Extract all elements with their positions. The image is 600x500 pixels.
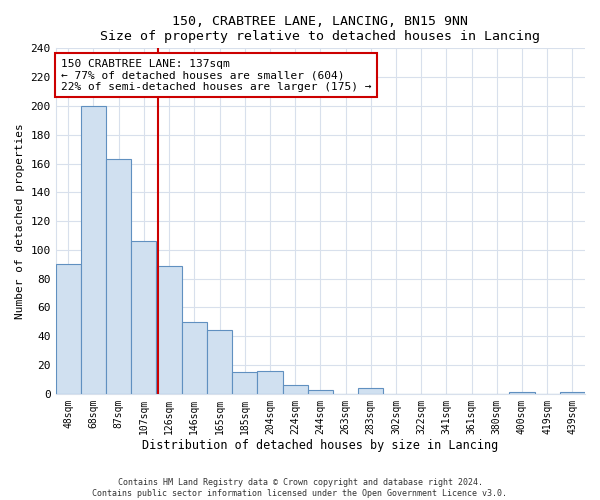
Bar [81, 106, 106, 394]
Text: 150 CRABTREE LANE: 137sqm
← 77% of detached houses are smaller (604)
22% of semi: 150 CRABTREE LANE: 137sqm ← 77% of detac… [61, 58, 371, 92]
X-axis label: Distribution of detached houses by size in Lancing: Distribution of detached houses by size … [142, 440, 499, 452]
Bar [106, 159, 131, 394]
Bar [207, 330, 232, 394]
Bar [358, 388, 383, 394]
Bar [182, 322, 207, 394]
Y-axis label: Number of detached properties: Number of detached properties [15, 123, 25, 319]
Bar [560, 392, 585, 394]
Bar [131, 241, 157, 394]
Bar [257, 371, 283, 394]
Title: 150, CRABTREE LANE, LANCING, BN15 9NN
Size of property relative to detached hous: 150, CRABTREE LANE, LANCING, BN15 9NN Si… [100, 15, 541, 43]
Bar [509, 392, 535, 394]
Bar [232, 372, 257, 394]
Bar [157, 266, 182, 394]
Bar [56, 264, 81, 394]
Text: Contains HM Land Registry data © Crown copyright and database right 2024.
Contai: Contains HM Land Registry data © Crown c… [92, 478, 508, 498]
Bar [308, 390, 333, 394]
Bar [283, 385, 308, 394]
